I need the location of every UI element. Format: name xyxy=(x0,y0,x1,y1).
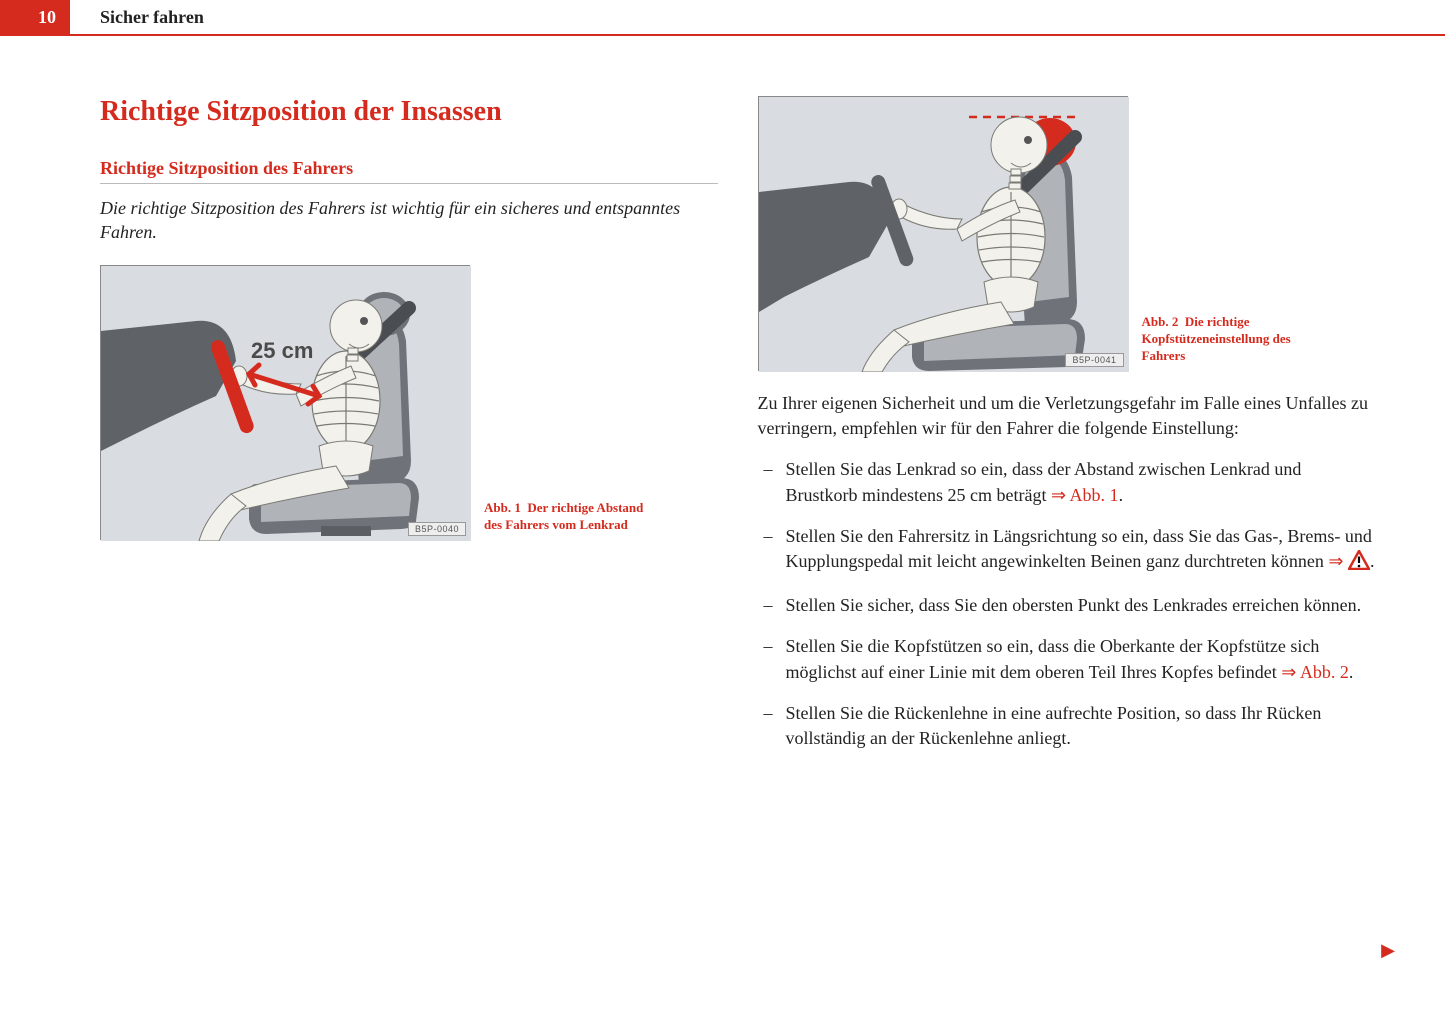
lead-text: Die richtige Sitzposition des Fahrers is… xyxy=(100,196,718,245)
list-item-end: . xyxy=(1370,551,1375,571)
figure-2-caption: Abb. 2 Die richtige Kopfstützeneinstellu… xyxy=(1142,314,1312,371)
list-item: Stellen Sie sicher, dass Sie den oberste… xyxy=(758,593,1376,618)
figure-2-caption-prefix: Abb. 2 xyxy=(1142,314,1179,329)
figure-2: B5P-0041 xyxy=(758,96,1128,371)
figure-2-wrap: B5P-0041 Abb. 2 Die richtige Kopfstützen… xyxy=(758,96,1376,371)
page-header: 10 Sicher fahren xyxy=(0,0,1445,36)
figure-1-caption: Abb. 1 Der richtige Abstand des Fahrers … xyxy=(484,500,654,540)
figure-reference: ⇒ Abb. 1 xyxy=(1051,485,1119,505)
warning-arrow: ⇒ xyxy=(1328,551,1343,571)
main-heading: Richtige Sitzposition der Insassen xyxy=(100,96,718,128)
list-item-text: Stellen Sie das Lenkrad so ein, dass der… xyxy=(786,459,1302,504)
figure-1-code: B5P-0040 xyxy=(408,522,466,536)
right-column: B5P-0041 Abb. 2 Die richtige Kopfstützen… xyxy=(758,96,1376,767)
page-number: 10 xyxy=(0,0,70,34)
figure-1: 25 cm B5P-0040 xyxy=(100,265,470,540)
list-item: Stellen Sie die Rückenlehne in eine aufr… xyxy=(758,701,1376,751)
list-item: Stellen Sie den Fahrersitz in Längsricht… xyxy=(758,524,1376,577)
figure-1-distance-label: 25 cm xyxy=(251,338,313,364)
continue-arrow-icon: ▶ xyxy=(1381,940,1395,961)
intro-paragraph: Zu Ihrer eigenen Sicherheit und um die V… xyxy=(758,391,1376,441)
figure-2-code: B5P-0041 xyxy=(1065,353,1123,367)
figure-reference: ⇒ Abb. 2 xyxy=(1281,662,1349,682)
instruction-list: Stellen Sie das Lenkrad so ein, dass der… xyxy=(758,457,1376,751)
list-item-text: Stellen Sie die Kopfstützen so ein, dass… xyxy=(786,636,1320,681)
list-item-end: . xyxy=(1119,485,1124,505)
list-item: Stellen Sie das Lenkrad so ein, dass der… xyxy=(758,457,1376,507)
list-item-text: Stellen Sie den Fahrersitz in Längsricht… xyxy=(786,526,1372,571)
left-column: Richtige Sitzposition der Insassen Richt… xyxy=(100,96,718,767)
list-item-end: . xyxy=(1349,662,1354,682)
warning-icon xyxy=(1348,550,1370,577)
figure-1-svg xyxy=(101,266,471,541)
figure-1-wrap: 25 cm B5P-0040 Abb. 1 Der richtige Absta… xyxy=(100,265,718,540)
page-content: Richtige Sitzposition der Insassen Richt… xyxy=(0,36,1445,767)
sub-heading: Richtige Sitzposition des Fahrers xyxy=(100,158,718,184)
figure-1-caption-prefix: Abb. 1 xyxy=(484,500,521,515)
chapter-title: Sicher fahren xyxy=(100,7,204,28)
list-item: Stellen Sie die Kopfstützen so ein, dass… xyxy=(758,634,1376,684)
figure-2-svg xyxy=(759,97,1129,372)
